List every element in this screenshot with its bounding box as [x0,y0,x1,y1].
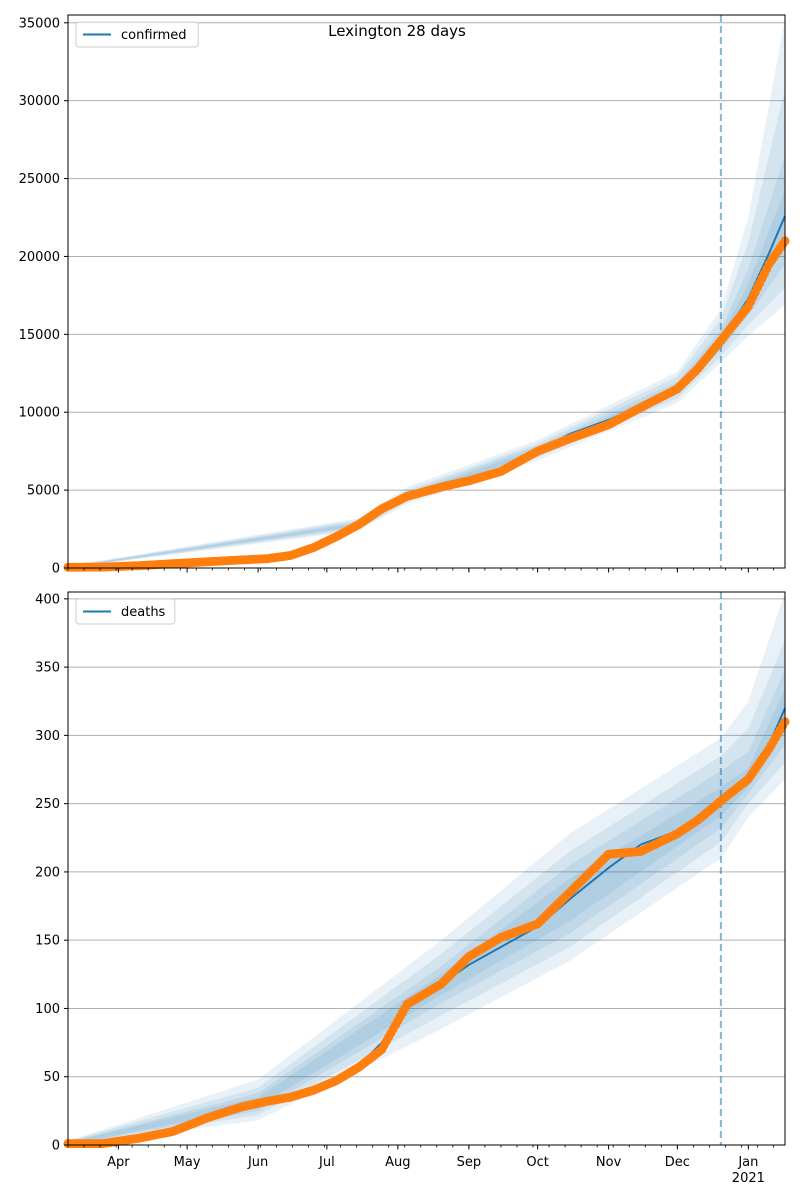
uncertainty-band [68,669,785,1145]
deaths-panel: 0 50 100 150 200 250 300 350 400 Apr May Jun Jul Aug S… [35,591,790,1186]
x-tick-label: Sep [457,1155,482,1170]
y-tick-label: 30000 [19,94,60,109]
y-tick-label: 35000 [19,16,60,31]
uncertainty-band [68,639,785,1145]
y-tick-label: 15000 [19,328,60,343]
y-tick-label: 250 [35,797,60,812]
legend: deaths [75,598,176,625]
axes-frame [67,591,786,1146]
confirmed-panel: 0 5000 10000 15000 20000 25000 30000 35000 confi… [19,14,790,577]
axes-frame [67,14,786,569]
x-tick-label: May [174,1155,201,1170]
uncertainty-band [68,18,785,569]
x-tick-label: Jan [737,1155,758,1170]
y-tick-label: 25000 [19,172,60,187]
y-tick-label: 300 [35,729,60,744]
legend-box [75,598,176,625]
legend-label: confirmed [121,28,187,43]
x-tick-label: Nov [596,1155,622,1170]
uncertainty-band [68,155,785,568]
legend-label: deaths [121,605,166,620]
chart-title: Lexington 28 days [328,22,466,40]
x-tick-label: Jul [318,1155,335,1170]
x-tick-label: Dec [665,1155,690,1170]
x-tick-year-label: 2021 [732,1171,765,1186]
y-tick-label: 0 [52,562,60,577]
y-tick-label: 100 [35,1002,60,1017]
y-tick-label: 0 [52,1139,60,1154]
y-tick-label: 350 [35,661,60,676]
y-tick-label: 20000 [19,250,60,265]
x-tick-label: Aug [385,1155,410,1170]
y-tick-label: 50 [43,1070,60,1085]
uncertainty-band [68,592,785,1145]
y-tick-label: 150 [35,934,60,949]
y-tick-label: 10000 [19,406,60,421]
legend: confirmed [75,21,199,48]
legend-box [75,21,199,48]
y-tick-label: 400 [35,592,60,607]
x-tick-label: Apr [107,1155,130,1170]
y-tick-label: 5000 [27,484,60,499]
y-tick-label: 200 [35,865,60,880]
x-tick-label: Jun [247,1155,268,1170]
x-tick-label: Oct [526,1155,548,1170]
